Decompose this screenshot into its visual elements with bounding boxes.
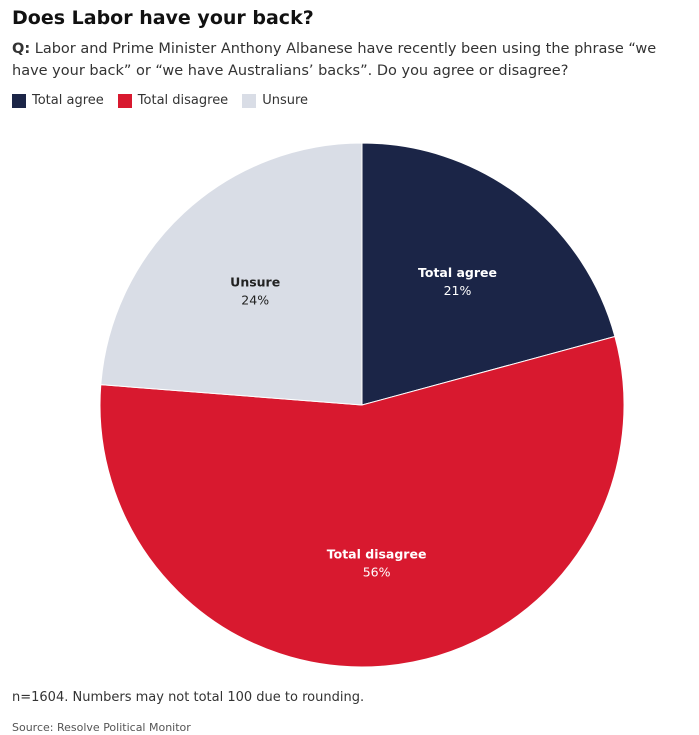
legend-label-unsure: Unsure — [262, 93, 309, 108]
sample-note: n=1604. Numbers may not total 100 due to… — [12, 690, 365, 705]
legend-item-unsure: Unsure — [242, 93, 308, 108]
slice-label-disagree: Total disagree 56% — [327, 547, 427, 580]
legend-item-agree: Total agree — [12, 93, 104, 108]
pie-slice-unsure — [100, 142, 363, 406]
legend-label-agree: Total agree — [32, 93, 104, 108]
pie-slice-agree — [361, 142, 616, 406]
slice-label-name: Total disagree — [327, 547, 427, 562]
legend-swatch-agree — [12, 93, 26, 108]
slice-label-name: Total agree — [418, 265, 497, 280]
pie-slice-disagree — [99, 335, 625, 668]
slice-label-name: Unsure — [230, 275, 280, 290]
legend-item-disagree: Total disagree — [117, 93, 229, 108]
slice-label-agree: Total agree 21% — [418, 265, 497, 298]
chart-title: Does Labor have your back? — [12, 7, 314, 29]
pie-chart: Total agree 21% Total disagree 56% Unsure 24% — [99, 142, 625, 668]
slice-label-unsure: Unsure 24% — [230, 275, 280, 308]
slice-label-value: 56% — [363, 565, 391, 580]
slice-label-value: 21% — [444, 283, 472, 298]
legend-label-disagree: Total disagree — [137, 93, 229, 108]
chart-question: Q: Labor and Prime Minister Anthony Alba… — [12, 38, 694, 82]
slice-label-value: 24% — [241, 293, 269, 308]
chart-legend: Total agree Total disagree Unsure — [12, 93, 322, 108]
question-text: Labor and Prime Minister Anthony Albanes… — [12, 41, 657, 79]
legend-swatch-unsure — [242, 93, 257, 108]
source-credit: Source: Resolve Political Monitor — [12, 721, 191, 734]
legend-swatch-disagree — [117, 93, 132, 108]
question-prefix: Q: — [12, 41, 31, 57]
